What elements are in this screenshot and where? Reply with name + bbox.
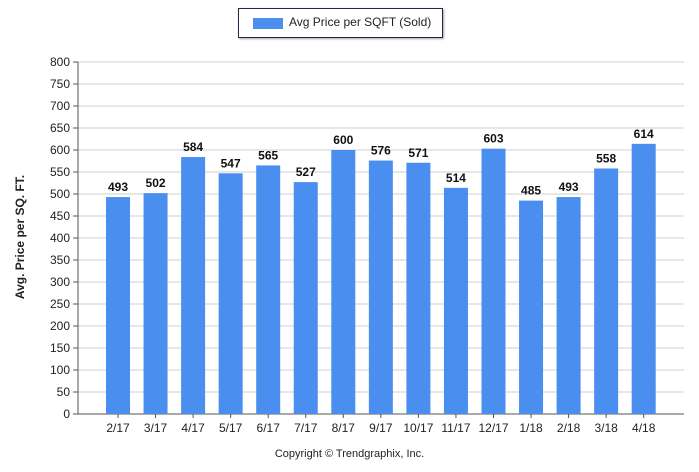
bar (368, 160, 393, 414)
y-tick-label: 700 (50, 99, 70, 113)
bar (331, 150, 356, 414)
y-tick-label: 200 (50, 319, 70, 333)
bar (556, 197, 581, 414)
x-tick-label: 4/17 (181, 421, 205, 435)
bar (594, 168, 619, 414)
data-label: 584 (183, 140, 203, 154)
bar (406, 162, 431, 414)
data-label: 493 (108, 180, 128, 194)
x-tick-label: 1/18 (519, 421, 543, 435)
bar (443, 187, 468, 414)
y-tick-label: 600 (50, 143, 70, 157)
data-label: 485 (521, 184, 541, 198)
y-tick-label: 650 (50, 121, 70, 135)
y-tick-label: 50 (57, 385, 71, 399)
bar (143, 193, 168, 414)
legend-label: Avg Price per SQFT (Sold) (289, 15, 432, 29)
legend-swatch (253, 18, 283, 29)
x-tick-label: 8/17 (332, 421, 356, 435)
data-label: 558 (596, 151, 616, 165)
y-tick-label: 450 (50, 209, 70, 223)
bar (481, 148, 506, 414)
bar (218, 173, 243, 414)
y-tick-label: 250 (50, 297, 70, 311)
y-tick-label: 150 (50, 341, 70, 355)
x-tick-label: 3/17 (144, 421, 168, 435)
y-tick-label: 300 (50, 275, 70, 289)
y-tick-label: 0 (63, 407, 70, 421)
data-label: 576 (371, 144, 391, 158)
y-tick-label: 750 (50, 77, 70, 91)
x-tick-label: 5/17 (219, 421, 243, 435)
data-label: 614 (634, 127, 654, 141)
y-tick-label: 500 (50, 187, 70, 201)
bar (256, 165, 281, 414)
data-label: 502 (146, 176, 166, 190)
data-label: 547 (221, 156, 241, 170)
y-tick-label: 400 (50, 231, 70, 245)
x-tick-label: 6/17 (257, 421, 281, 435)
bar (631, 143, 656, 414)
data-label: 603 (483, 132, 503, 146)
legend: Avg Price per SQFT (Sold) (238, 8, 443, 38)
data-label: 493 (559, 180, 579, 194)
x-tick-label: 2/17 (106, 421, 130, 435)
x-tick-label: 2/18 (557, 421, 581, 435)
data-label: 571 (408, 146, 428, 160)
bar (181, 157, 206, 415)
x-tick-label: 10/17 (403, 421, 433, 435)
x-tick-label: 7/17 (294, 421, 318, 435)
x-tick-label: 3/18 (594, 421, 618, 435)
data-label: 565 (258, 148, 278, 162)
copyright-footer: Copyright © Trendgraphix, Inc. (274, 448, 425, 460)
x-tick-label: 11/17 (441, 421, 470, 435)
bar (106, 197, 130, 414)
bar (519, 200, 544, 414)
y-tick-label: 550 (50, 165, 70, 179)
bar (293, 182, 318, 414)
y-tick-label: 350 (50, 253, 70, 267)
x-tick-label: 9/17 (369, 421, 393, 435)
data-label: 514 (446, 171, 466, 185)
data-label: 527 (296, 165, 316, 179)
x-tick-label: 4/18 (632, 421, 656, 435)
x-tick-label: 12/17 (478, 421, 508, 435)
y-tick-label: 800 (50, 55, 70, 69)
data-label: 600 (333, 133, 353, 147)
y-tick-label: 100 (50, 363, 70, 377)
